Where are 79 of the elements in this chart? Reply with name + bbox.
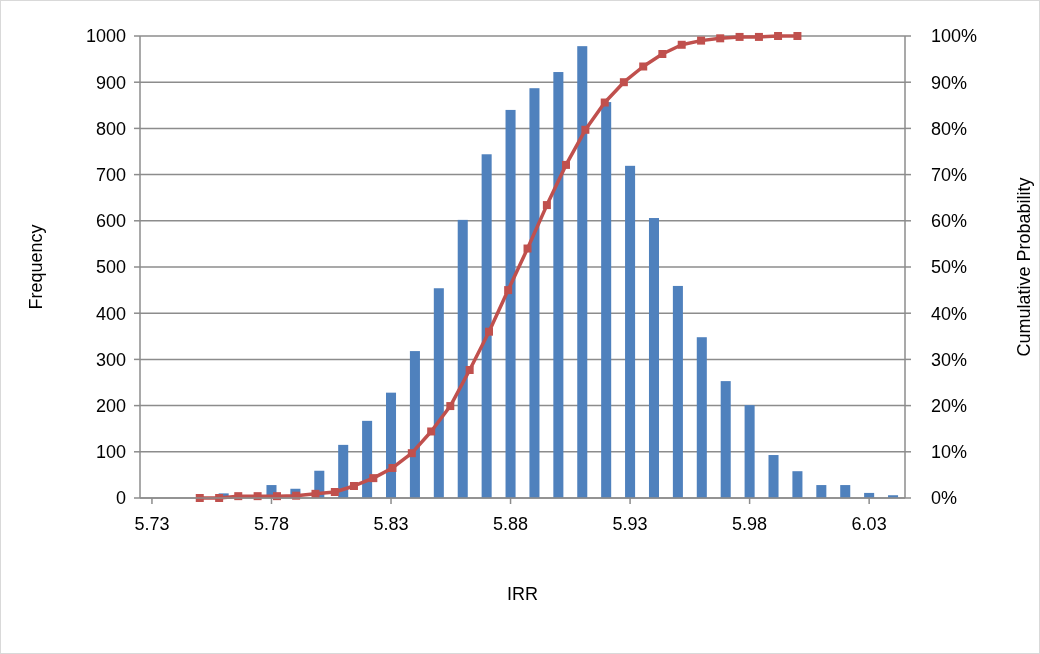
y2-tick-label: 100% — [931, 26, 978, 47]
point — [542, 201, 551, 210]
y-axis-title: Frequency — [26, 224, 46, 310]
y2-tick-label: 0% — [931, 488, 958, 509]
bar — [744, 405, 755, 498]
point — [388, 463, 397, 472]
bar — [362, 420, 373, 498]
y-tick-label: 400 — [95, 303, 126, 324]
y-tick-label: 0 — [115, 488, 126, 509]
y-tick-label: 700 — [95, 164, 126, 185]
point — [465, 366, 474, 375]
y-tick-label: 100 — [95, 442, 126, 463]
point — [677, 40, 686, 49]
point — [562, 160, 571, 169]
y-tick-label: 200 — [95, 395, 126, 416]
y-tick-label: 300 — [95, 349, 126, 370]
x-tick-label: 5.93 — [612, 514, 648, 534]
bar — [648, 218, 659, 498]
x-tick-label: 5.88 — [493, 514, 529, 534]
point — [600, 98, 609, 107]
point — [369, 474, 378, 483]
bar — [840, 485, 851, 498]
y2-tick-label: 80% — [931, 118, 968, 139]
bar — [505, 109, 516, 498]
bar — [720, 381, 731, 498]
y2-tick-label: 50% — [931, 257, 968, 278]
point — [485, 327, 494, 336]
point — [639, 62, 648, 71]
point — [581, 125, 590, 134]
point — [330, 487, 339, 496]
y2-tick-label: 40% — [931, 303, 968, 324]
point — [735, 32, 744, 41]
x-tick-label: 5.73 — [134, 514, 170, 534]
point — [754, 32, 763, 41]
point — [523, 244, 532, 253]
y2-tick-label: 10% — [931, 442, 968, 463]
x-tick-label: 6.03 — [851, 514, 887, 534]
bar — [792, 471, 803, 498]
x-tick-label: 5.83 — [373, 514, 409, 534]
y2-tick-label: 30% — [931, 349, 968, 370]
bar — [672, 285, 683, 498]
y-tick-label: 600 — [95, 211, 126, 232]
y-tick-label: 500 — [95, 257, 126, 278]
point — [697, 36, 706, 45]
y2-tick-label: 70% — [931, 164, 968, 185]
y2-tick-label: 90% — [931, 72, 968, 93]
bar — [529, 88, 540, 498]
y2-axis-title: Cumulative Probability — [1014, 177, 1034, 357]
bar — [768, 455, 779, 498]
bar — [625, 165, 636, 498]
bar — [409, 351, 420, 498]
point — [793, 32, 802, 40]
point — [446, 402, 455, 411]
x-tick-label: 5.78 — [253, 514, 290, 534]
point — [658, 50, 667, 59]
bar — [577, 46, 588, 498]
bar — [433, 288, 444, 498]
point — [349, 481, 358, 490]
y-tick-label: 1000 — [85, 26, 126, 47]
point — [619, 78, 628, 87]
bar — [457, 219, 468, 498]
y-tick-label: 800 — [95, 118, 126, 139]
point — [774, 32, 783, 40]
x-axis-title: IRR — [507, 584, 538, 604]
point — [716, 34, 725, 43]
y-tick-label: 900 — [95, 72, 126, 93]
bar — [816, 485, 827, 498]
bar — [553, 72, 564, 498]
bar — [338, 444, 349, 498]
point — [504, 286, 513, 295]
point — [407, 449, 416, 458]
bar — [481, 154, 492, 498]
y2-tick-label: 20% — [931, 395, 968, 416]
point — [427, 427, 436, 436]
bar — [696, 337, 707, 498]
bar — [601, 102, 612, 498]
x-tick-label: 5.98 — [732, 514, 768, 534]
bar — [386, 392, 397, 498]
y2-tick-label: 60% — [931, 211, 968, 232]
